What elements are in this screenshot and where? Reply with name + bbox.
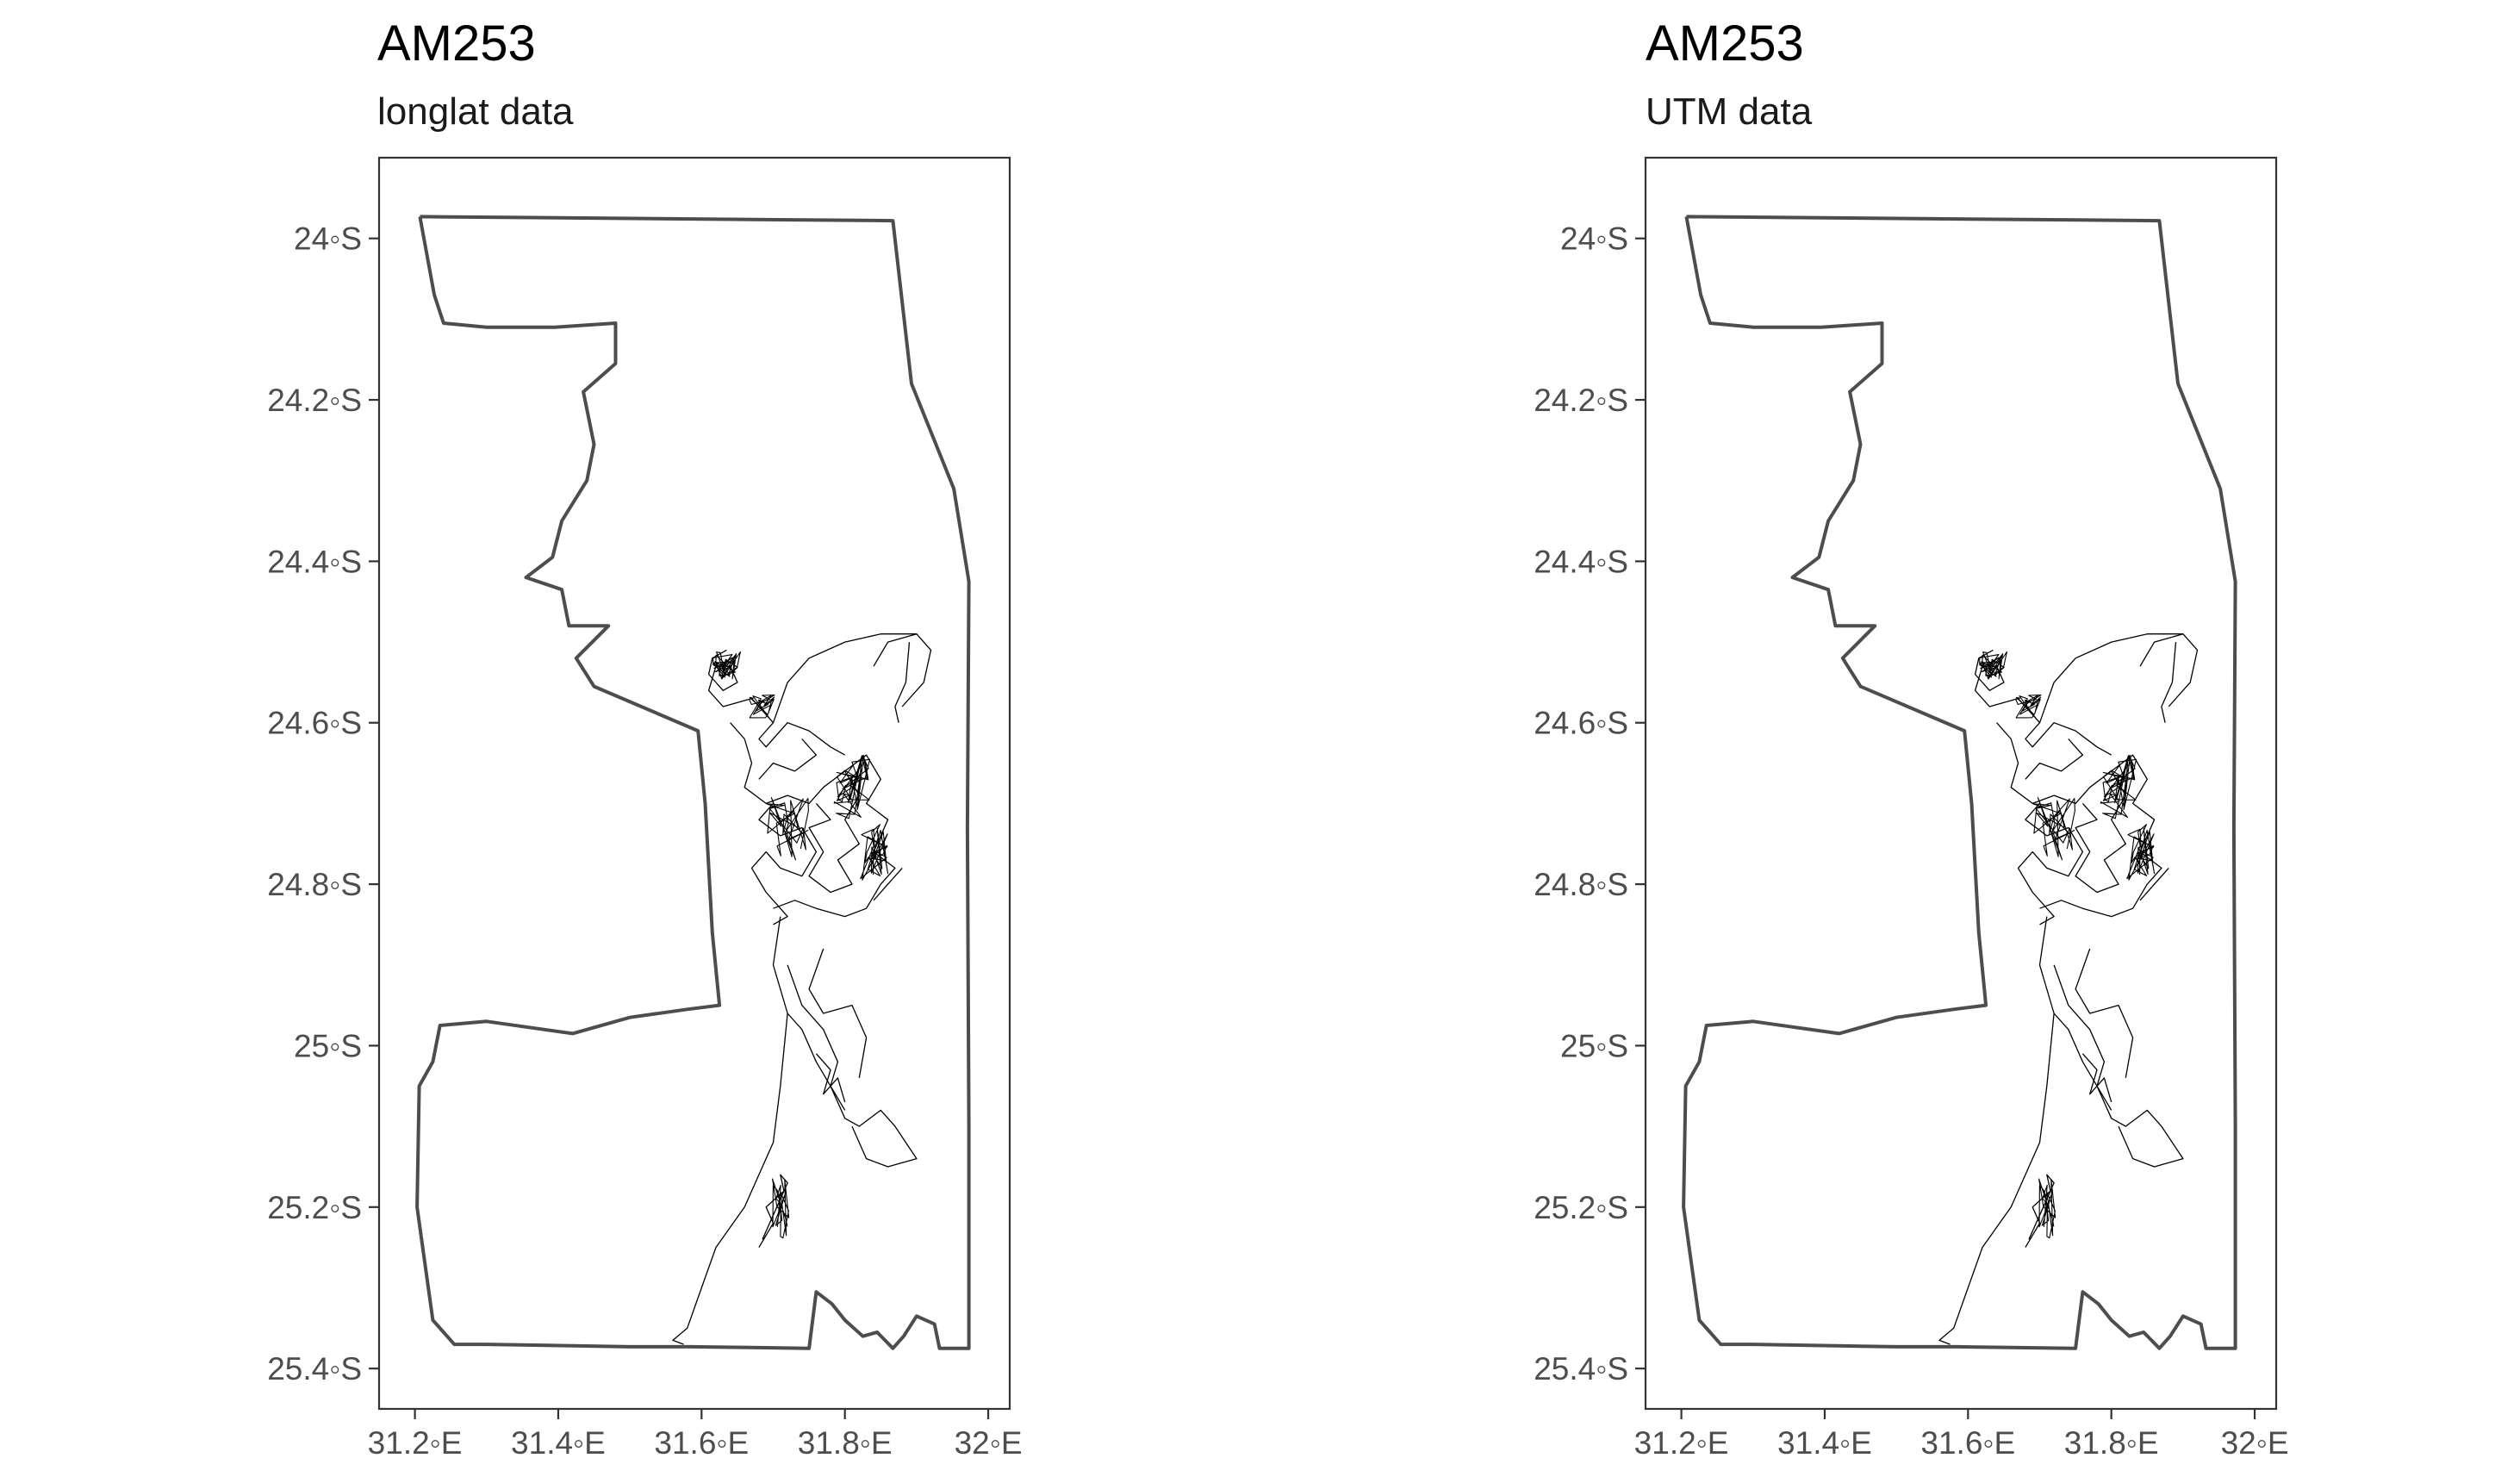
animal-track (730, 722, 896, 918)
animal-track (815, 1053, 846, 1103)
y-tick-label: 24◦S (1560, 221, 1628, 257)
panel-title: AM253 (377, 16, 536, 72)
map-panel-longlat: AM253 longlat data 24◦S 24.2◦S 24.4◦S 24.6◦… (267, 16, 1023, 1461)
y-tick-label: 24.4◦S (1534, 544, 1628, 579)
x-tick-label: 31.8◦E (798, 1425, 893, 1461)
panel-subtitle: longlat data (377, 90, 574, 133)
track-cluster (860, 824, 889, 881)
y-tick-label: 24.2◦S (1534, 383, 1628, 418)
track-cluster (2032, 797, 2075, 861)
map-plot: 24◦S 24.2◦S 24.4◦S 24.6◦S 24.8◦S 25◦S 25.2◦S 25… (267, 156, 1023, 1461)
x-tick-label: 32◦E (955, 1425, 1023, 1461)
animal-track (2081, 1053, 2112, 1103)
animal-track (2053, 1013, 2112, 1111)
track-cluster (749, 695, 775, 720)
animal-track (894, 642, 911, 723)
track-cluster (2100, 754, 2137, 819)
y-tick-label: 25.4◦S (1534, 1351, 1628, 1386)
x-tick-label: 31.8◦E (2064, 1425, 2159, 1461)
animal-track (830, 1086, 918, 1168)
animal-track (787, 1013, 846, 1111)
animal-track (873, 867, 903, 901)
panel-subtitle: UTM data (1646, 90, 1813, 133)
x-tick-label: 31.4◦E (511, 1425, 606, 1461)
y-tick-label: 24.4◦S (267, 544, 362, 579)
y-tick-label: 24.8◦S (267, 867, 362, 902)
y-tick-label: 25◦S (1560, 1028, 1628, 1063)
track-cluster (712, 651, 741, 680)
x-tick-label: 32◦E (2221, 1425, 2289, 1461)
animal-track (2053, 964, 2106, 1087)
y-tick-label: 24.8◦S (1534, 867, 1628, 902)
park-boundary (415, 215, 971, 1350)
track-cluster (2126, 824, 2156, 881)
y-tick-label: 24.6◦S (1534, 706, 1628, 741)
y-tick-label: 25.2◦S (1534, 1190, 1628, 1225)
y-tick-label: 24.6◦S (267, 706, 362, 741)
x-tick-label: 31.2◦E (1634, 1425, 1729, 1461)
track-cluster (833, 754, 871, 819)
animal-track (2161, 642, 2177, 723)
panel-border (377, 156, 1011, 1411)
animal-track (901, 633, 932, 707)
y-tick-label: 25.4◦S (267, 1351, 362, 1386)
animal-track (707, 649, 846, 756)
y-tick-label: 25.2◦S (267, 1190, 362, 1225)
animal-track (787, 964, 839, 1087)
animal-track (2168, 633, 2199, 707)
animal-track (1996, 722, 2162, 918)
panel-title: AM253 (1646, 16, 1804, 72)
animal-track (758, 738, 818, 780)
track-cluster (1979, 651, 2007, 680)
animal-track (758, 1174, 788, 1248)
map-panel-utm: AM253 UTM data 24◦S 24.2◦S 24.4◦S 24.6◦S 24.… (1260, 0, 2519, 1483)
animal-track (2038, 633, 2184, 723)
animal-track (2075, 948, 2134, 1079)
x-tick-label: 31.6◦E (654, 1425, 749, 1461)
animal-track (808, 770, 860, 894)
animal-track (1974, 649, 2112, 756)
animal-track (750, 802, 818, 925)
animal-track (2075, 770, 2126, 894)
y-tick-label: 24◦S (294, 221, 362, 257)
animal-track (2017, 802, 2084, 925)
animal-track (2139, 867, 2169, 901)
x-tick-label: 31.6◦E (1920, 1425, 2015, 1461)
animal-track (2025, 738, 2084, 780)
track-cluster (766, 797, 809, 861)
park-boundary (1682, 215, 2237, 1350)
panel-border (1644, 156, 2278, 1411)
animal-track (2096, 1086, 2184, 1168)
x-tick-label: 31.4◦E (1777, 1425, 1872, 1461)
track-cluster (2015, 695, 2042, 720)
animal-track (772, 633, 918, 723)
animal-track (2025, 1174, 2055, 1248)
track-cluster (772, 1178, 790, 1239)
animal-track (1938, 916, 2055, 1345)
animal-track (672, 916, 788, 1345)
animal-track (808, 948, 868, 1079)
x-tick-label: 31.2◦E (368, 1425, 463, 1461)
y-tick-label: 24.2◦S (267, 383, 362, 418)
map-plot: 24◦S 24.2◦S 24.4◦S 24.6◦S 24.8◦S 25◦S 25.2◦S 25… (1534, 156, 2289, 1461)
y-tick-label: 25◦S (294, 1028, 362, 1063)
track-cluster (2038, 1178, 2056, 1239)
